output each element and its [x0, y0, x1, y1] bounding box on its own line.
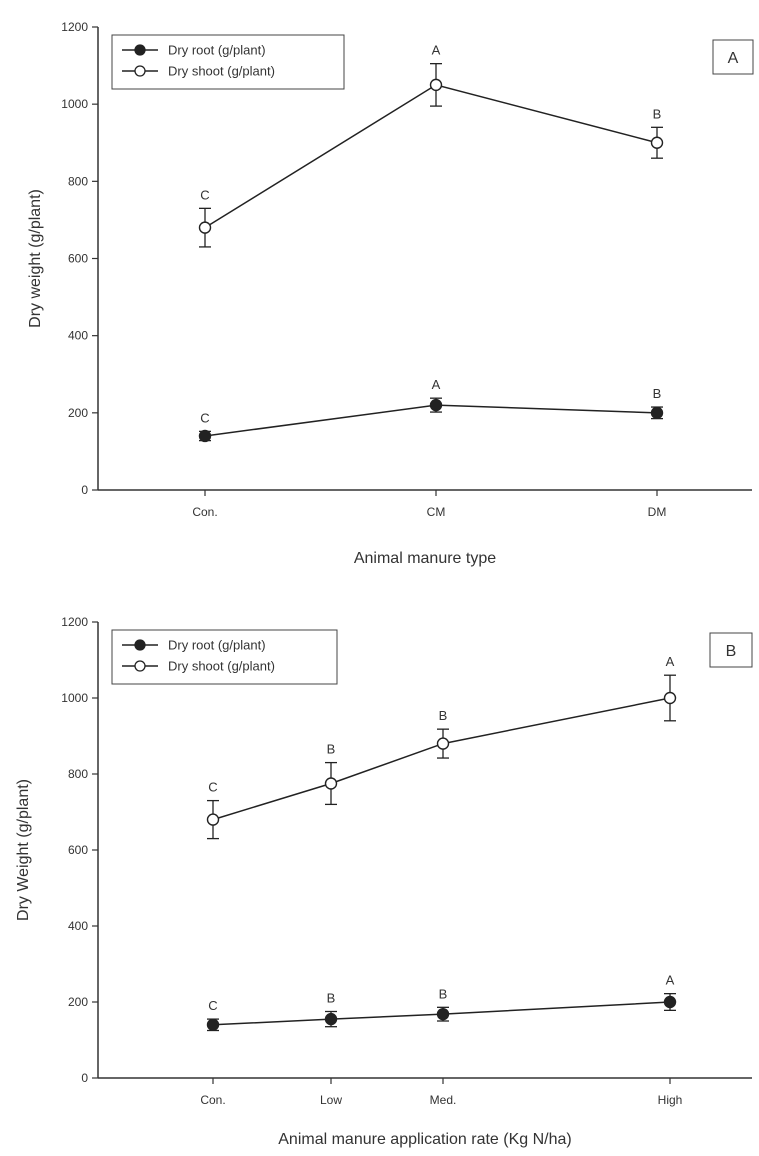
y-axis-title: Dry weight (g/plant) [27, 189, 44, 328]
y-tick-label: 1200 [61, 20, 88, 34]
y-tick-label: 400 [68, 329, 88, 343]
data-point [198, 221, 212, 234]
data-point [429, 398, 443, 412]
legend-marker [134, 639, 146, 651]
y-tick-label: 600 [68, 843, 88, 857]
data-point [324, 1012, 338, 1026]
data-point [198, 429, 212, 443]
data-point [650, 136, 664, 149]
data-point [436, 737, 450, 750]
y-tick-label: 1000 [61, 691, 88, 705]
significance-letter: C [208, 780, 217, 795]
data-point [436, 1007, 450, 1021]
data-point [663, 691, 677, 705]
data-point [324, 777, 338, 790]
y-tick-label: 200 [68, 406, 88, 420]
significance-letter: B [439, 708, 448, 723]
panel-label-box [712, 39, 754, 75]
series-line [212, 1001, 671, 1026]
series-line [204, 404, 658, 437]
significance-letter: A [432, 43, 441, 58]
y-tick-label: 0 [81, 483, 88, 497]
legend-marker [134, 44, 146, 56]
y-tick-label: 1200 [61, 615, 88, 629]
legend-box [111, 629, 338, 685]
data-point [663, 995, 677, 1009]
significance-letter: B [653, 106, 662, 121]
x-tick-label: CM [427, 505, 446, 519]
significance-letter: B [653, 386, 662, 401]
series-dry-shoot: C B B A [206, 654, 677, 840]
legend: Dry root (g/plant) Dry shoot (g/plant) [111, 629, 338, 685]
y-tick-label: 600 [68, 252, 88, 266]
x-axis-title: Animal manure application rate (Kg N/ha) [278, 1131, 571, 1148]
panel-label: B [726, 643, 737, 660]
data-point [650, 406, 664, 420]
y-tick-label: 1000 [61, 97, 88, 111]
legend-label: Dry root (g/plant) [168, 638, 266, 653]
y-tick-label: 0 [81, 1071, 88, 1085]
chart-panel-b: 0 200 400 600 800 1000 1200 Con. Low Med. High Anim… [15, 615, 753, 1148]
panel-label: A [728, 50, 739, 67]
legend-label: Dry root (g/plant) [168, 43, 266, 58]
y-tick-label: 800 [68, 174, 88, 188]
x-tick-label: DM [648, 505, 667, 519]
legend-label: Dry shoot (g/plant) [168, 64, 275, 79]
significance-letter: A [666, 654, 675, 669]
series-dry-root: C B B A [206, 973, 677, 1032]
significance-letter: A [432, 377, 441, 392]
series-dry-root: C A B [198, 377, 664, 443]
x-tick-label: Low [320, 1093, 342, 1107]
series-dry-shoot: C A B [198, 43, 664, 248]
significance-letter: B [327, 991, 336, 1006]
significance-letter: C [200, 410, 209, 425]
significance-letter: B [439, 986, 448, 1001]
data-point [206, 1018, 220, 1032]
legend-marker [134, 65, 146, 77]
x-tick-label: High [658, 1093, 683, 1107]
x-tick-label: Con. [200, 1093, 225, 1107]
y-axis-title: Dry Weight (g/plant) [15, 779, 32, 921]
series-line [212, 697, 671, 821]
significance-letter: C [200, 187, 209, 202]
legend-box [111, 34, 345, 90]
x-tick-label: Med. [430, 1093, 457, 1107]
chart-panel-a: 0 200 400 600 800 1000 1200 Con. CM DM Animal manu… [27, 20, 754, 567]
significance-letter: A [666, 973, 675, 988]
data-point [429, 78, 443, 92]
panel-label-box [709, 632, 753, 668]
y-tick-label: 200 [68, 995, 88, 1009]
y-tick-label: 400 [68, 919, 88, 933]
x-axis-title: Animal manure type [354, 550, 496, 567]
y-tick-label: 800 [68, 767, 88, 781]
legend: Dry root (g/plant) Dry shoot (g/plant) [111, 34, 345, 90]
data-point [206, 813, 220, 826]
legend-label: Dry shoot (g/plant) [168, 659, 275, 674]
legend-marker [134, 660, 146, 672]
significance-letter: B [327, 742, 336, 757]
x-tick-label: Con. [192, 505, 217, 519]
significance-letter: C [208, 998, 217, 1013]
